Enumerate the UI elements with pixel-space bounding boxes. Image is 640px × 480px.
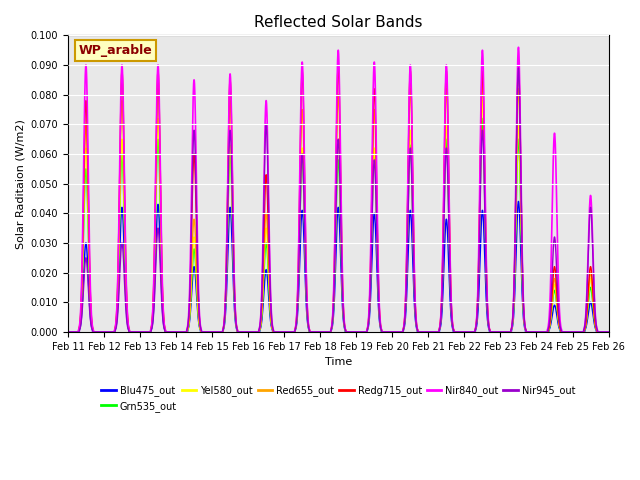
Redg715_out (129, 329, 136, 335)
Nir945_out (64, 329, 72, 335)
Red655_out (479, 77, 486, 83)
Nir840_out (403, 274, 410, 279)
Title: Reflected Solar Bands: Reflected Solar Bands (254, 15, 422, 30)
Grn535_out (555, 320, 563, 326)
Yel580_out (605, 329, 612, 335)
Line: Yel580_out: Yel580_out (68, 101, 609, 332)
Red655_out (271, 329, 279, 335)
Grn535_out (271, 329, 279, 335)
Yel580_out (271, 329, 279, 335)
Nir840_out (129, 329, 136, 335)
Line: Blu475_out: Blu475_out (68, 202, 609, 332)
Nir945_out (129, 329, 136, 335)
Blu475_out (515, 199, 522, 204)
Legend: Blu475_out, Grn535_out, Yel580_out, Red655_out, Redg715_out, Nir840_out, Nir945_: Blu475_out, Grn535_out, Yel580_out, Red6… (97, 381, 579, 416)
Red655_out (576, 329, 584, 335)
Yel580_out (64, 329, 72, 335)
Redg715_out (64, 329, 72, 335)
Nir945_out (555, 309, 563, 315)
Nir840_out (271, 329, 279, 335)
Red655_out (555, 318, 563, 324)
Grn535_out (129, 329, 136, 335)
Nir945_out (576, 329, 584, 335)
Red655_out (605, 329, 612, 335)
Red655_out (552, 287, 560, 293)
Red655_out (64, 329, 72, 335)
Redg715_out (515, 62, 522, 68)
Redg715_out (403, 275, 410, 281)
Nir945_out (515, 65, 522, 71)
Redg715_out (271, 329, 279, 335)
Blu475_out (271, 329, 279, 335)
Text: WP_arable: WP_arable (79, 44, 152, 57)
Nir945_out (271, 329, 279, 335)
Nir945_out (552, 254, 560, 260)
X-axis label: Time: Time (324, 357, 352, 367)
Y-axis label: Solar Raditaion (W/m2): Solar Raditaion (W/m2) (15, 119, 25, 249)
Grn535_out (479, 116, 486, 121)
Yel580_out (576, 329, 584, 335)
Blu475_out (552, 308, 560, 314)
Nir840_out (576, 329, 584, 335)
Blu475_out (576, 329, 584, 335)
Yel580_out (129, 329, 136, 335)
Grn535_out (403, 290, 410, 296)
Redg715_out (555, 315, 563, 321)
Blu475_out (129, 329, 136, 335)
Line: Grn535_out: Grn535_out (68, 119, 609, 332)
Line: Nir945_out: Nir945_out (68, 68, 609, 332)
Nir840_out (605, 329, 612, 335)
Yel580_out (479, 98, 486, 104)
Redg715_out (605, 329, 612, 335)
Blu475_out (64, 329, 72, 335)
Nir945_out (403, 291, 410, 297)
Nir840_out (555, 288, 563, 294)
Redg715_out (576, 329, 584, 335)
Nir945_out (605, 329, 612, 335)
Grn535_out (576, 329, 584, 335)
Yel580_out (403, 287, 410, 293)
Nir840_out (552, 173, 560, 179)
Grn535_out (605, 329, 612, 335)
Yel580_out (552, 292, 560, 298)
Red655_out (129, 329, 136, 335)
Grn535_out (552, 296, 560, 302)
Blu475_out (555, 324, 563, 329)
Yel580_out (555, 319, 563, 325)
Line: Nir840_out: Nir840_out (68, 48, 609, 332)
Nir840_out (64, 329, 72, 335)
Line: Redg715_out: Redg715_out (68, 65, 609, 332)
Line: Red655_out: Red655_out (68, 80, 609, 332)
Redg715_out (552, 278, 560, 284)
Blu475_out (403, 304, 410, 310)
Blu475_out (605, 329, 612, 335)
Grn535_out (64, 329, 72, 335)
Nir840_out (515, 45, 522, 50)
Red655_out (403, 279, 410, 285)
